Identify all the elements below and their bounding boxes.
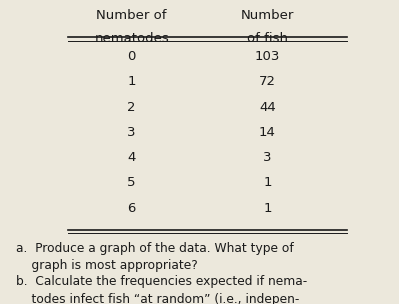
Text: 3: 3 xyxy=(263,151,272,164)
Text: 4: 4 xyxy=(128,151,136,164)
Text: 0: 0 xyxy=(128,50,136,63)
Text: 1: 1 xyxy=(127,75,136,88)
Text: nematodes: nematodes xyxy=(94,32,169,45)
Text: a.  Produce a graph of the data. What type of
    graph is most appropriate?: a. Produce a graph of the data. What typ… xyxy=(16,242,294,272)
Text: 1: 1 xyxy=(263,202,272,215)
Text: of fish: of fish xyxy=(247,32,288,45)
Text: 5: 5 xyxy=(127,176,136,189)
Text: Number: Number xyxy=(241,9,294,22)
Text: 103: 103 xyxy=(255,50,280,63)
Text: 72: 72 xyxy=(259,75,276,88)
Text: 44: 44 xyxy=(259,101,276,114)
Text: 14: 14 xyxy=(259,126,276,139)
Text: 1: 1 xyxy=(263,176,272,189)
Text: 3: 3 xyxy=(127,126,136,139)
Text: b.  Calculate the frequencies expected if nema-
    todes infect fish “at random: b. Calculate the frequencies expected if… xyxy=(16,275,307,304)
Text: Number of: Number of xyxy=(97,9,167,22)
Text: 6: 6 xyxy=(128,202,136,215)
Text: 2: 2 xyxy=(127,101,136,114)
